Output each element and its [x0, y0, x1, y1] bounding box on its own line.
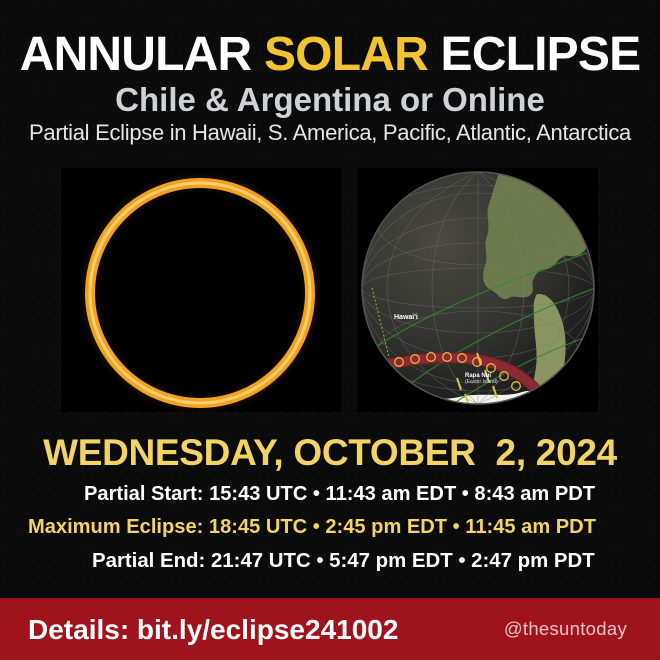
- svg-text:(Easter Island): (Easter Island): [465, 379, 498, 385]
- svg-text:Hawai'i: Hawai'i: [394, 314, 418, 321]
